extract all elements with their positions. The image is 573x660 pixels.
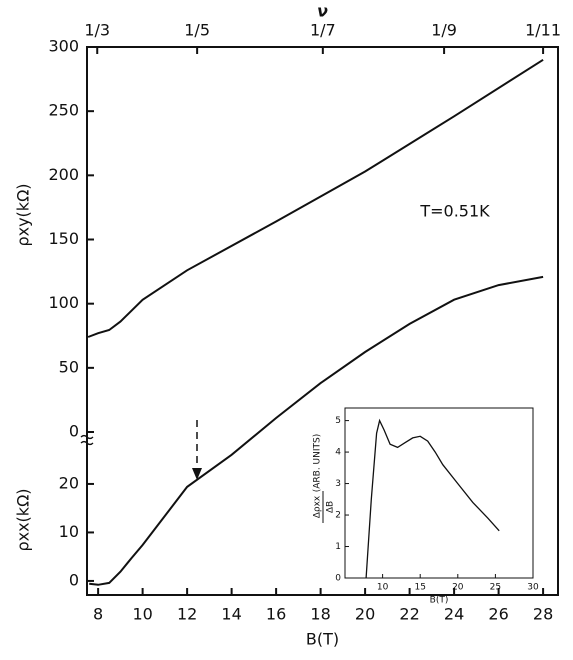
x-tick-label: 12 [177,605,197,624]
top-tick-label: 1/3 [84,21,110,40]
y-label-units: (ARB. UNITS) [313,434,323,493]
y-tick-label: 250 [48,101,79,120]
x-tick-label: 22 [399,605,419,624]
annotation: T=0.51K [419,202,490,221]
y-tick-label: 5 [335,416,341,426]
top-tick-label: 1/9 [431,21,457,40]
y-tick-label: 150 [48,229,79,248]
x-tick-label: 30 [527,583,539,593]
y2-tick-label: 20 [59,473,79,492]
x-tick-label: 20 [452,583,464,593]
x-axis-label: B(T) [430,596,449,606]
y-axis-label: Δρxx (ARB. UNITS)ΔB [313,434,336,523]
y-tick-label: 50 [59,357,79,376]
y-tick-label: 0 [335,574,341,584]
y-tick-label: 300 [48,37,79,56]
x-tick-label: 15 [414,583,425,593]
data-line [87,58,544,338]
data-line [365,418,500,579]
plot-frame [344,407,534,579]
x-tick-label: 10 [377,583,389,593]
x-tick-label: 20 [355,605,375,624]
x-tick-label: 24 [444,605,464,624]
y-tick-label: 0 [69,422,79,441]
top-axis-label: ν [317,2,328,21]
y-tick-label: 4 [335,448,341,458]
y-axis-label: ρxy(kΩ) [14,183,33,246]
y-tick-label: 200 [48,165,79,184]
top-tick-label: 1/11 [525,21,561,40]
x-tick-label: 10 [132,605,152,624]
x-tick-label: 16 [266,605,286,624]
y-label-numerator: Δρxx [313,495,323,518]
y-tick-label: 100 [48,293,79,312]
x-tick-label: 8 [93,605,103,624]
y-tick-label: 3 [335,479,341,489]
x-axis-label: B(T) [306,630,339,649]
data-line [89,275,544,586]
x-tick-label: 26 [488,605,508,624]
y-tick-label: 2 [335,511,341,521]
x-tick-label: 28 [533,605,553,624]
y-tick-label: 1 [335,542,341,552]
top-tick-label: 1/5 [184,21,210,40]
y-label-denominator: ΔB [326,501,336,513]
top-tick-label: 1/7 [310,21,336,40]
x-tick-label: 18 [310,605,330,624]
x-tick-label: 14 [221,605,241,624]
y2-tick-label: 10 [59,522,79,541]
y2-tick-label: 0 [69,570,79,589]
y2-axis-label: ρxx(kΩ) [14,488,33,551]
arrow-head [192,468,202,480]
x-tick-label: 25 [490,583,501,593]
